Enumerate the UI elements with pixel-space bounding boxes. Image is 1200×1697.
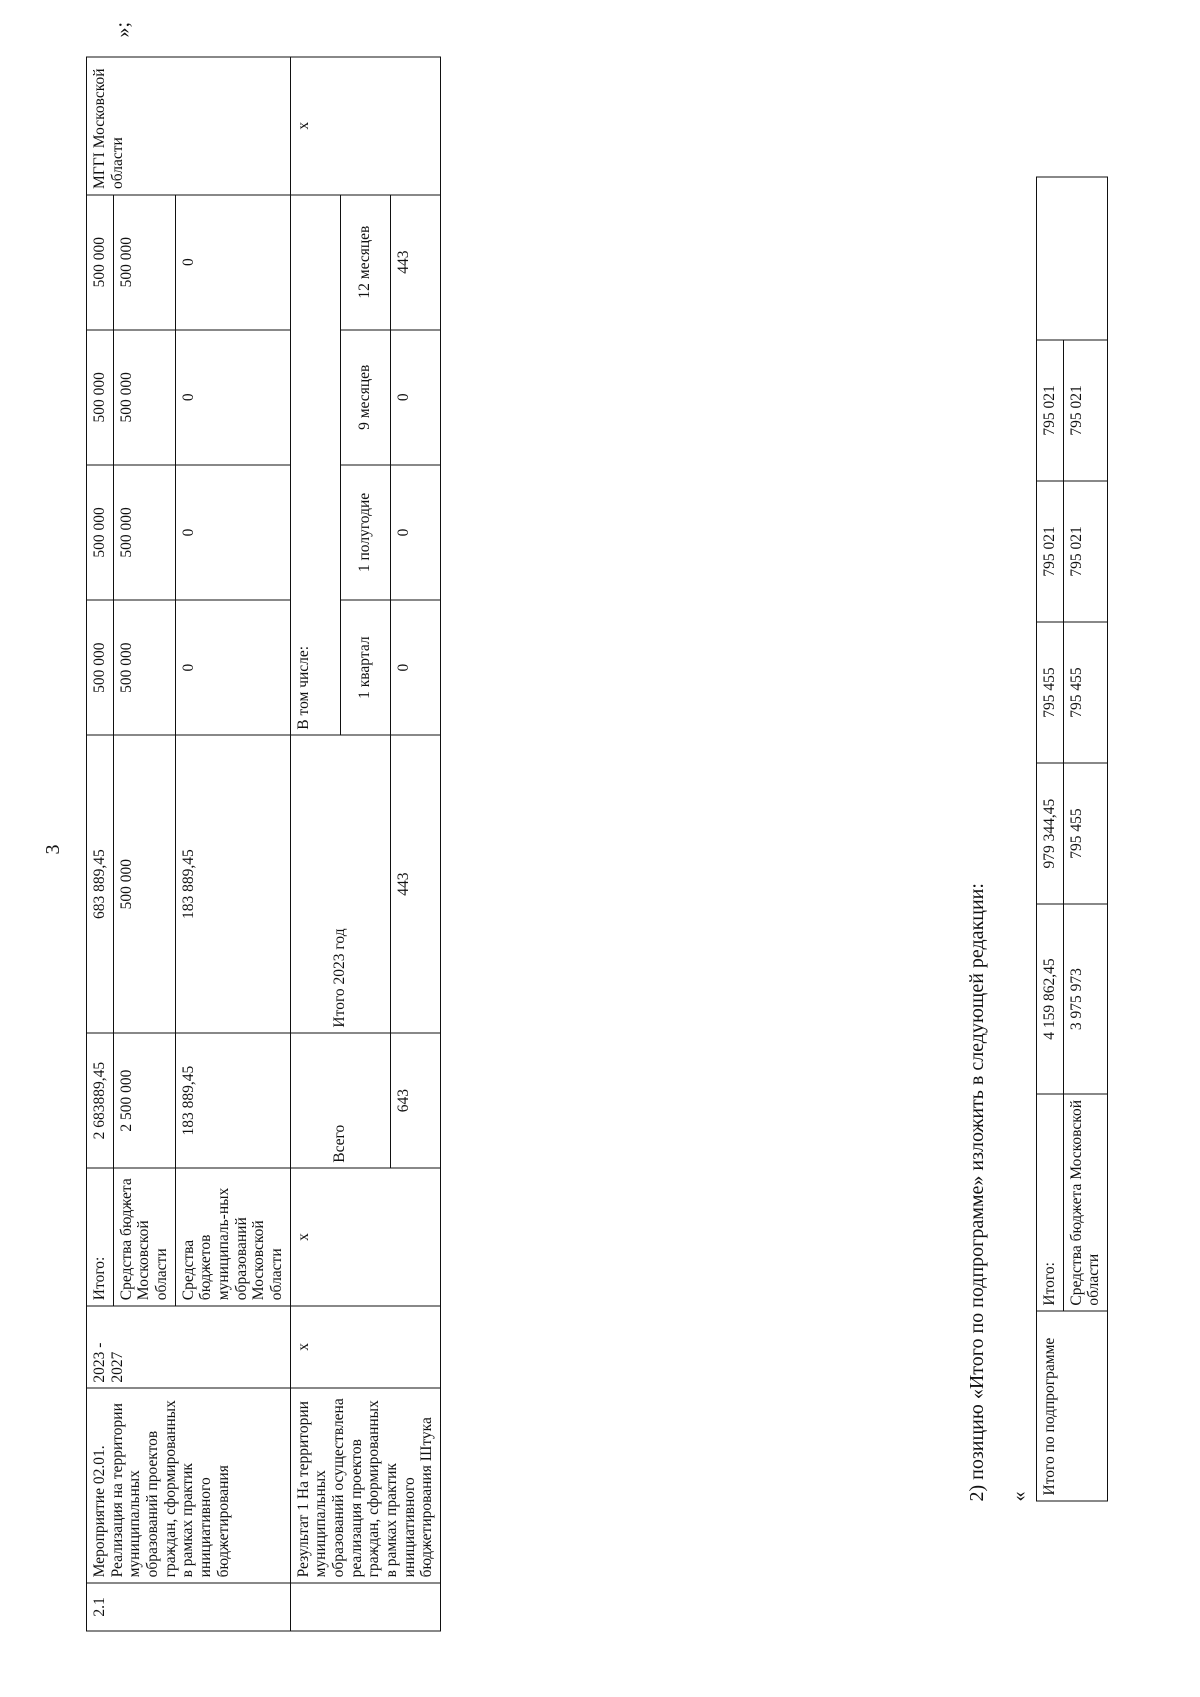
amount-2026: 500 000 — [113, 329, 176, 465]
header-h1: 1 полугодие — [340, 464, 391, 600]
result-row-index — [290, 1582, 441, 1631]
result-header-row: Результат 1 На территории муниципальных … — [290, 56, 441, 1631]
amount-2023: 979 344,45 — [1036, 762, 1064, 904]
amount-2027: 0 — [175, 194, 291, 330]
result-period: х — [290, 1305, 441, 1388]
page-number: 3 — [42, 844, 64, 854]
amount-2024: 795 455 — [1036, 621, 1064, 763]
amount-total: 4 159 862,45 — [1036, 903, 1064, 1094]
amount-2026: 500 000 — [86, 329, 114, 465]
header-vtomchisle: В том числе: — [290, 194, 341, 735]
header-vsego: Всего — [290, 1032, 391, 1168]
amount-2024: 500 000 — [113, 599, 176, 735]
amount-2024: 500 000 — [86, 599, 114, 735]
amount-2025: 500 000 — [86, 464, 114, 600]
amount-2023: 183 889,45 — [175, 734, 291, 1033]
result-source: х — [290, 1167, 441, 1306]
amount-2023: 683 889,45 — [86, 734, 114, 1033]
amount-2025: 500 000 — [113, 464, 176, 600]
amount-total: 3 975 973 — [1063, 903, 1108, 1094]
result-itogo-2023: 443 — [390, 734, 441, 1033]
result-9m: 0 — [390, 329, 441, 465]
instruction-text: 2) позицию «Итого по подпрограмме» излож… — [966, 882, 988, 1501]
amount-2026: 0 — [175, 329, 291, 465]
funding-source: Итого: — [1036, 1093, 1064, 1311]
table-row: 2.1 Мероприятие 02.01. Реализация на тер… — [86, 56, 291, 1631]
amount-2023: 500 000 — [113, 734, 176, 1033]
amount-2027: 500 000 — [86, 194, 114, 330]
result-q1: 0 — [390, 599, 441, 735]
amount-2025: 795 021 — [1036, 480, 1064, 622]
amount-total: 2 683889,45 — [86, 1032, 114, 1168]
header-q1: 1 квартал — [340, 599, 391, 735]
program-activity-table: 2.1 Мероприятие 02.01. Реализация на тер… — [86, 56, 441, 1631]
funding-source: Итого: — [86, 1167, 114, 1306]
header-9m: 9 месяцев — [340, 329, 391, 465]
funding-source: Средства бюджета Московской области — [113, 1167, 176, 1306]
header-12m: 12 месяцев — [340, 194, 391, 330]
amount-2027: 500 000 — [113, 194, 176, 330]
result-executor: х — [290, 56, 441, 195]
subprogram-total-table: Итого по подпрограмме Итого: 4 159 862,4… — [1036, 176, 1108, 1501]
activity-title: Мероприятие 02.01. Реализация на террито… — [86, 1387, 291, 1583]
activity-period: 2023 - 2027 — [86, 1305, 291, 1388]
amount-2024: 0 — [175, 599, 291, 735]
responsible-executor — [1036, 176, 1108, 340]
amount-2025: 0 — [175, 464, 291, 600]
amount-2025: 795 021 — [1063, 480, 1108, 622]
responsible-executor: МГГI Московской области — [86, 56, 291, 195]
table-row: Средства бюджета Московской области 3 97… — [1063, 177, 1108, 1501]
opening-quote-mark: « — [1008, 1491, 1030, 1501]
funding-source: Средства бюджета Московской области — [1063, 1093, 1108, 1311]
header-itogo-2023: Итого 2023 год — [290, 734, 391, 1033]
amount-2026: 795 021 — [1063, 339, 1108, 481]
table-row: Итого по подпрограмме Итого: 4 159 862,4… — [1036, 176, 1108, 1501]
amount-total: 2 500 000 — [113, 1032, 176, 1168]
result-12m: 443 — [390, 194, 441, 330]
amount-2026: 795 021 — [1036, 339, 1064, 481]
amount-total: 183 889,45 — [175, 1032, 291, 1168]
funding-source: Средства бюджетов муниципаль-ных образов… — [175, 1167, 291, 1306]
subprogram-row-header: Итого по подпрограмме — [1036, 1310, 1108, 1501]
closing-quote-mark: »; — [112, 21, 134, 37]
result-title: Результат 1 На территории муниципальных … — [290, 1387, 441, 1583]
amount-2023: 795 455 — [1063, 762, 1108, 904]
result-h1: 0 — [390, 464, 441, 600]
amount-2024: 795 455 — [1063, 621, 1108, 763]
row-index: 2.1 — [86, 1582, 291, 1631]
result-vsego: 643 — [390, 1032, 441, 1168]
